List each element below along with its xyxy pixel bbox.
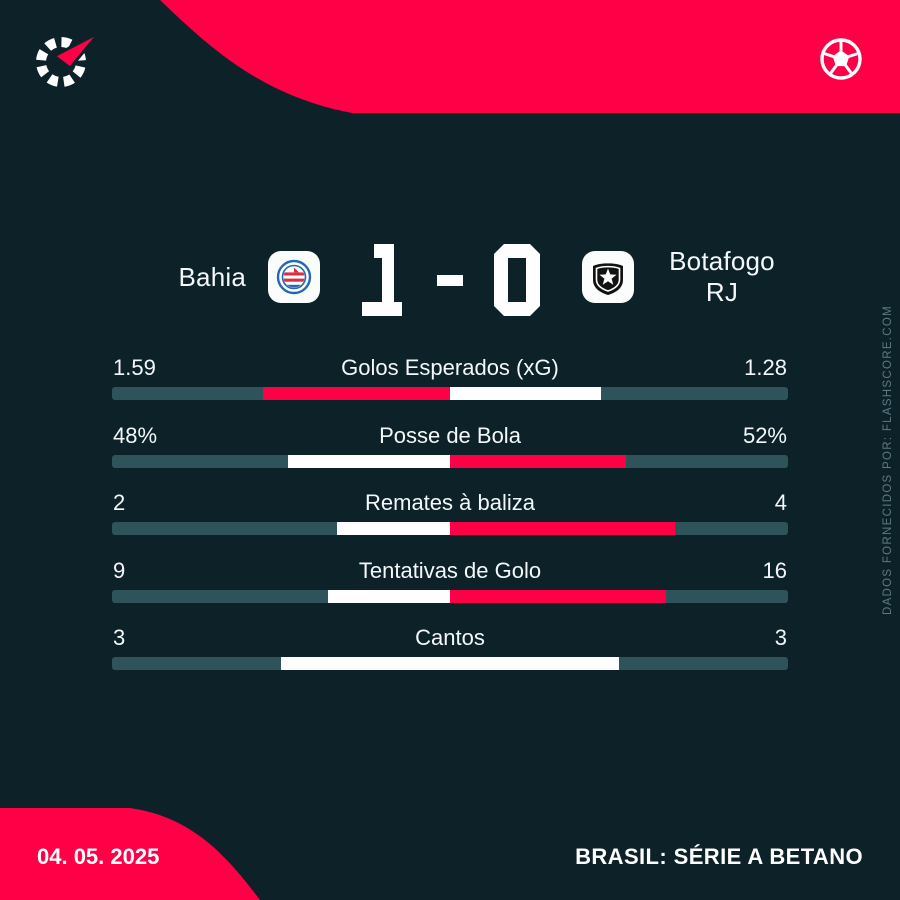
stat-home-value: 3 — [113, 625, 126, 650]
stat-away-value: 1.28 — [744, 355, 787, 380]
stat-bar-away — [450, 522, 676, 535]
stat-bar-away — [450, 657, 619, 670]
footer-band — [0, 808, 260, 900]
stat-row: 3 Cantos 3 — [112, 625, 788, 677]
stat-line: 3 Cantos 3 — [112, 625, 788, 653]
bahia-crest-icon — [276, 259, 312, 295]
stat-away-value: 16 — [762, 557, 787, 583]
stat-line: 2 Remates à baliza 4 — [112, 490, 788, 518]
away-team-name-line1: Botafogo — [669, 246, 775, 276]
stat-row: 9 Tentativas de Golo 16 — [112, 558, 788, 610]
stat-bar-home — [328, 589, 450, 603]
stat-bar-track — [112, 387, 788, 400]
stat-row: 48% Posse de Bola 52% — [112, 423, 788, 475]
stat-bar-track — [112, 522, 788, 535]
stat-label: Tentativas de Golo — [358, 557, 542, 583]
match-date: 04. 05. 2025 — [37, 844, 160, 869]
stats-rows: 1.59 Golos Esperados (xG) 1.28 48% Posse… — [112, 0, 788, 700]
data-provider-note: DADOS FORNECIDOS POR: FLASHSCORE.COM — [882, 304, 894, 616]
score-display — [362, 244, 540, 316]
stat-line: 1.59 Golos Esperados (xG) 1.28 — [112, 355, 788, 383]
stat-bar-home — [337, 522, 450, 535]
botafogo-crest-icon — [593, 263, 623, 295]
soccer-ball-icon — [820, 38, 862, 80]
stat-home-value: 48% — [113, 422, 158, 448]
away-team-name: Botafogo RJ — [647, 246, 797, 308]
score-home-digit — [362, 244, 402, 316]
away-team-badge — [582, 251, 634, 303]
stat-bar-track — [112, 454, 788, 468]
stat-label: Golos Esperados (xG) — [341, 355, 559, 380]
stat-label: Remates à baliza — [365, 490, 535, 515]
stat-home-value: 2 — [113, 490, 126, 515]
stat-home-value: 1.59 — [113, 355, 156, 380]
away-team-name-line2: RJ — [705, 277, 739, 307]
flashscore-logo-icon — [36, 30, 102, 87]
score-separator-glyph — [437, 275, 463, 286]
stat-away-value: 4 — [774, 490, 787, 515]
stat-bar-home — [281, 657, 450, 670]
stat-bar-away — [450, 589, 667, 603]
stat-label: Posse de Bola — [379, 422, 521, 448]
score-away-digit — [494, 244, 540, 316]
stat-away-value: 52% — [742, 422, 787, 448]
stat-bar-away — [450, 454, 626, 468]
home-team-name: Bahia — [178, 262, 246, 292]
stat-away-value: 3 — [774, 625, 787, 650]
header-band — [160, 0, 900, 113]
stat-line: 9 Tentativas de Golo 16 — [112, 558, 788, 586]
stat-bar-home — [262, 387, 450, 400]
competition-name: BRASIL: SÉRIE A BETANO — [575, 844, 863, 869]
stat-label: Cantos — [415, 625, 485, 650]
stat-row: 2 Remates à baliza 4 — [112, 490, 788, 542]
stat-line: 48% Posse de Bola 52% — [112, 423, 788, 451]
stat-row: 1.59 Golos Esperados (xG) 1.28 — [112, 355, 788, 407]
stat-bar-track — [112, 657, 788, 670]
stat-bar-away — [450, 387, 601, 400]
stat-bar-track — [112, 589, 788, 603]
stat-home-value: 9 — [113, 557, 126, 583]
stat-bar-home — [287, 454, 450, 468]
home-team-badge — [268, 251, 320, 303]
